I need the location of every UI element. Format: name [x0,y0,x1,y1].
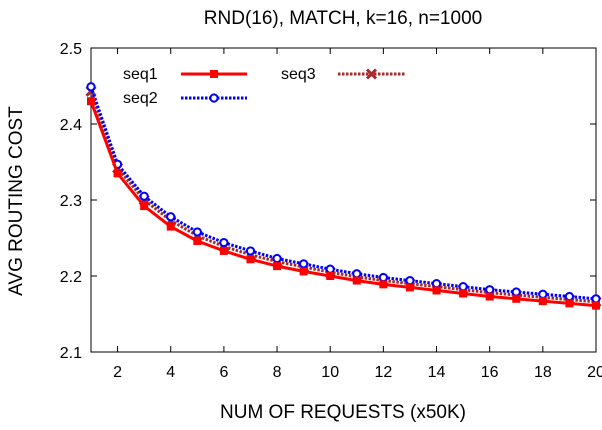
x-tick-label: 10 [321,364,339,381]
data-point-seq2 [511,287,521,297]
data-point-seq1 [299,267,308,276]
data-point-seq2 [139,191,149,201]
data-point-seq1 [432,286,441,295]
chart-title: RND(16), MATCH, k=16, n=1000 [204,8,482,29]
data-point-seq2 [352,269,362,279]
y-tick-label: 2.3 [60,193,82,210]
data-point-seq2 [485,285,495,295]
data-point-seq2 [431,279,442,289]
y-axis-title: AVG ROUTING COST [6,106,27,296]
series-line-seq3 [89,90,597,304]
y-tick-label: 2.2 [60,269,82,286]
data-point-seq2 [219,237,229,248]
data-point-seq1 [352,276,361,285]
legend: seq1 seq2 seq3 [123,66,405,107]
x-tick-label: 16 [481,364,499,381]
y-tick-label: 2.1 [60,345,82,362]
data-point-seq1 [379,280,388,289]
x-tick-label: 12 [374,364,392,381]
data-point-seq1 [326,272,335,280]
legend-label-seq1: seq1 [123,66,158,83]
x-tick-label: 4 [166,364,175,381]
data-point-seq2 [591,294,601,304]
x-tick-label: 6 [219,364,228,381]
data-point-seq1 [246,255,255,264]
data-point-seq1 [219,246,228,255]
data-point-seq1 [538,297,547,306]
data-point-seq2 [564,291,575,302]
legend-marker-seq2 [209,93,219,103]
x-axis-title: NUM OF REQUESTS (x50K) [220,402,466,423]
x-tick-label: 18 [534,364,552,381]
x-tick-label: 2 [113,364,122,381]
data-point-seq2 [405,275,415,286]
data-point-seq1 [405,283,414,292]
data-point-seq2 [325,264,335,274]
data-point-seq2 [245,246,256,256]
plot-area: 2.1 2.2 2.3 2.4 2.5 2 4 6 8 10 12 14 16 18 20 [60,41,602,381]
legend-marker-seq1 [210,70,218,78]
data-point-seq2 [299,259,309,269]
data-point-seq1 [459,289,468,298]
data-point-seq1 [592,301,600,310]
x-tick-label: 14 [428,364,446,381]
legend-label-seq3: seq3 [281,66,316,83]
data-point-seq1 [565,299,574,308]
data-point-seq2 [272,253,282,264]
data-point-seq2 [458,282,468,292]
series-line-seq2 [89,86,597,301]
legend-marker-seq3 [365,68,378,80]
plot-frame [90,47,597,353]
data-point-seq2 [378,272,388,283]
data-point-seq2 [86,82,96,92]
data-point-seq1 [193,237,202,246]
legend-label-seq2: seq2 [123,90,158,107]
data-point-seq1 [140,202,149,211]
data-point-seq1 [485,292,494,301]
x-tick-label: 20 [587,364,602,381]
data-point-seq1 [113,169,122,178]
x-tick-label: 8 [273,364,282,381]
data-point-seq2 [166,212,176,222]
y-tick-label: 2.4 [60,117,82,134]
data-point-seq1 [87,97,95,106]
series-line-seq1 [89,100,597,308]
y-tick-label: 2.5 [60,41,82,58]
data-point-seq1 [273,262,282,271]
data-point-seq1 [512,294,521,303]
data-point-seq1 [166,222,175,231]
data-point-seq2 [192,227,202,237]
data-point-seq2 [538,289,548,299]
